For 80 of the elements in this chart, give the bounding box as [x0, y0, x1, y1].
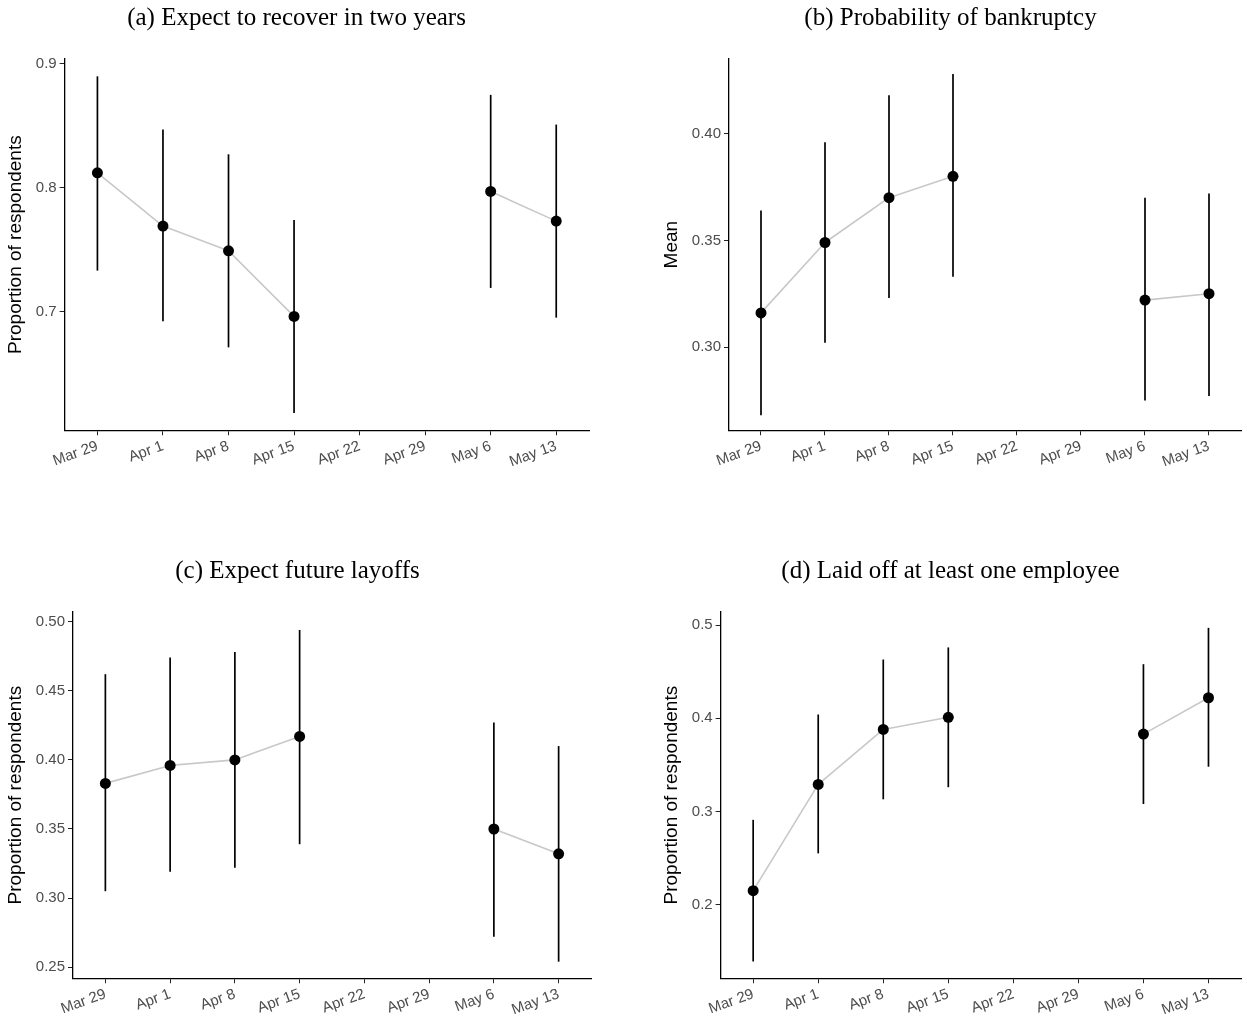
y-tick-label: 0.35 — [35, 819, 65, 837]
point — [229, 754, 241, 766]
point — [755, 307, 767, 319]
point — [488, 823, 500, 835]
chart-title: (a) Expect to recover in two years — [127, 2, 466, 31]
x-tick-label: Apr 29 — [1033, 984, 1081, 1016]
y-tick-label: 0.3 — [691, 801, 713, 819]
point — [91, 167, 103, 179]
y-axis-title: Proportion of respondents — [3, 685, 25, 905]
y-tick-label: 0.9 — [35, 54, 57, 72]
y-tick-label: 0.40 — [35, 750, 65, 768]
y-tick-label: 0.7 — [35, 301, 57, 319]
chart-title: (b) Probability of bankruptcy — [804, 2, 1098, 31]
point — [550, 215, 562, 227]
point — [812, 778, 824, 790]
point — [747, 885, 759, 897]
y-tick-label: 0.40 — [691, 123, 721, 141]
x-tick-label: Apr 8 — [191, 436, 231, 465]
y-tick-label: 0.2 — [691, 894, 713, 912]
chart-title: (c) Expect future layoffs — [175, 555, 420, 584]
point — [99, 777, 111, 789]
y-tick-label: 0.30 — [35, 888, 65, 906]
point — [1139, 294, 1151, 306]
point — [942, 711, 954, 723]
point — [553, 848, 565, 860]
point — [1202, 692, 1214, 704]
point — [819, 237, 831, 248]
x-tick-label: Apr 22 — [319, 984, 367, 1016]
point — [877, 723, 889, 735]
x-tick-label: Apr 15 — [903, 984, 951, 1016]
x-tick-label: Apr 1 — [125, 436, 166, 465]
x-tick-label: May 6 — [1101, 984, 1146, 1015]
y-tick-label: 0.4 — [691, 708, 713, 726]
x-tick-label: Mar 29 — [705, 984, 756, 1017]
y-tick-label: 0.30 — [691, 337, 721, 355]
y-tick-label: 0.25 — [35, 957, 65, 975]
y-tick-label: 0.8 — [35, 177, 57, 195]
y-axis-title: Proportion of respondents — [3, 135, 25, 354]
x-tick-label: Apr 1 — [133, 984, 173, 1013]
y-tick-label: 0.45 — [35, 680, 65, 698]
point — [1137, 728, 1149, 740]
x-tick-label: May 6 — [452, 984, 497, 1015]
x-tick-label: Apr 8 — [197, 984, 238, 1013]
x-tick-label: Apr 22 — [972, 436, 1020, 468]
x-tick-label: Apr 8 — [851, 436, 892, 465]
point — [157, 220, 169, 232]
point — [223, 245, 235, 257]
point — [947, 170, 959, 182]
x-tick-label: Apr 1 — [781, 984, 821, 1013]
x-tick-label: Apr 1 — [787, 436, 828, 465]
y-axis-title: Proportion of respondents — [659, 685, 681, 905]
point — [288, 310, 300, 322]
x-tick-label: Apr 29 — [380, 436, 428, 468]
x-tick-label: Apr 15 — [908, 436, 956, 468]
x-tick-label: Apr 15 — [254, 984, 303, 1016]
x-tick-label: Apr 15 — [249, 436, 297, 468]
x-tick-label: Apr 22 — [314, 436, 363, 468]
x-tick-label: Mar 29 — [50, 436, 100, 469]
x-tick-label: May 13 — [509, 984, 562, 1018]
point — [1203, 288, 1215, 300]
x-tick-label: Apr 29 — [384, 984, 432, 1016]
y-tick-label: 0.50 — [35, 611, 65, 629]
x-tick-label: May 13 — [506, 436, 559, 470]
x-tick-label: Mar 29 — [713, 436, 764, 469]
x-tick-label: Apr 22 — [968, 984, 1016, 1016]
y-tick-label: 0.35 — [691, 230, 721, 248]
x-tick-label: Apr 8 — [846, 984, 886, 1013]
y-tick-label: 0.5 — [691, 615, 713, 633]
point — [294, 730, 306, 742]
x-tick-label: Apr 29 — [1036, 436, 1084, 468]
x-tick-label: Mar 29 — [58, 984, 108, 1017]
chart-title: (d) Laid off at least one employee — [781, 555, 1120, 584]
x-tick-label: May 13 — [1158, 984, 1211, 1018]
point — [164, 759, 176, 771]
x-tick-label: May 6 — [1103, 436, 1148, 467]
point — [883, 192, 895, 204]
y-axis-title: Mean — [659, 220, 681, 269]
x-tick-label: May 13 — [1159, 436, 1212, 470]
x-tick-label: May 6 — [448, 436, 494, 467]
point — [485, 185, 497, 197]
